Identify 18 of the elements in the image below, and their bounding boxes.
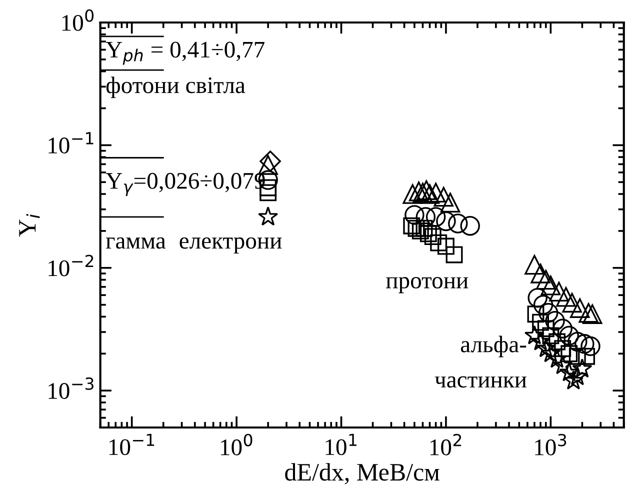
y-axis-title: Y$_{i}$ xyxy=(19,214,40,237)
y-tick-label: 10$^{−3}$ xyxy=(48,377,94,399)
x-tick-label: 10$^{0}$ xyxy=(221,434,252,456)
x-tick-label: 10$^{3}$ xyxy=(535,434,566,456)
annotation: частинки xyxy=(434,376,526,388)
y-tick-label: 10$^{−1}$ xyxy=(48,132,94,154)
annotation: електрони xyxy=(180,237,282,254)
x-tick-label: 10$^{2}$ xyxy=(430,434,462,456)
x-tick-label: 10$^{1}$ xyxy=(326,434,356,456)
x-tick-label: 10$^{−1}$ xyxy=(109,434,154,456)
annotation: альфа- xyxy=(460,336,526,358)
annotation: гамма xyxy=(106,237,166,249)
annotation: протони xyxy=(386,277,468,294)
annotation: фотони світла xyxy=(106,76,246,98)
y-tick-label: 10$^{−2}$ xyxy=(48,254,94,276)
y-tick-label: 10$^{0}$ xyxy=(62,9,94,31)
x-axis-title: dE/dx, МеВ/см xyxy=(285,463,440,484)
annotation: Y$_{ph}$ = 0,41÷0,77 xyxy=(106,42,264,65)
